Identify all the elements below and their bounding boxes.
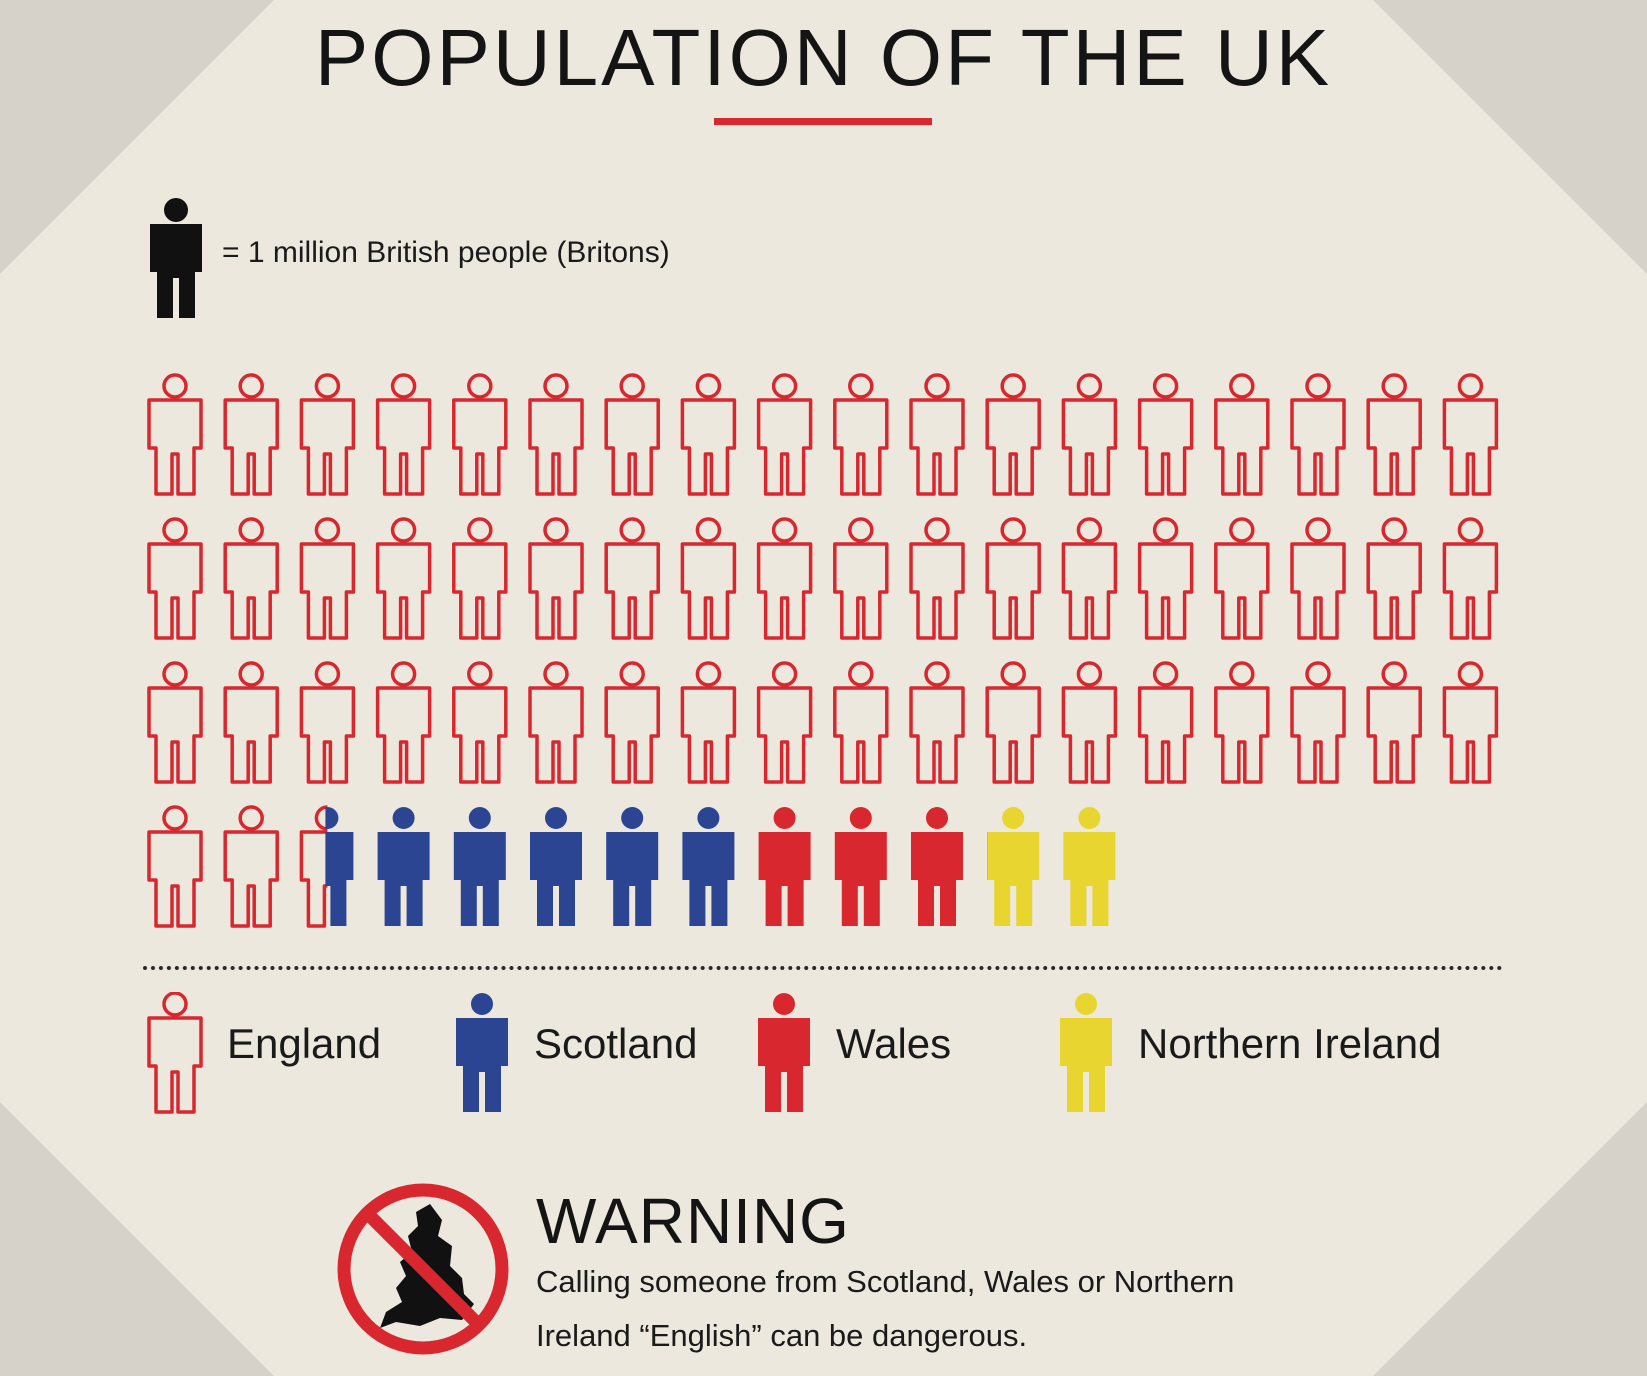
person-icon-england xyxy=(680,517,737,640)
person-icon-england xyxy=(1137,661,1194,784)
person-icon-england xyxy=(1442,661,1499,784)
person-icon-england xyxy=(680,661,737,784)
pictogram-chart xyxy=(147,373,1499,928)
person-icon-england xyxy=(223,373,279,496)
legend-icon-wales xyxy=(758,993,810,1112)
person-icon-northern-ireland xyxy=(987,807,1040,926)
person-icon-scotland xyxy=(606,807,659,926)
person-icon-wales xyxy=(834,807,887,926)
person-icon-scotland xyxy=(530,807,582,926)
person-icon-scotland xyxy=(377,807,430,926)
person-icon-england xyxy=(909,661,965,784)
person-icon-england xyxy=(909,373,965,496)
legend-icon-northern-ireland xyxy=(1060,993,1112,1112)
warning-text-line-2: Ireland “English” can be dangerous. xyxy=(536,1318,1028,1353)
person-icon-wales xyxy=(758,807,811,926)
person-icon-england xyxy=(147,373,203,496)
person-icon-england xyxy=(452,373,508,496)
person-icon-england xyxy=(1061,517,1118,640)
legend-icon-england xyxy=(147,992,203,1114)
warning-text-line-1: Calling someone from Scotland, Wales or … xyxy=(536,1264,1235,1299)
legend-label-northern-ireland: Northern Ireland xyxy=(1138,1020,1442,1067)
person-icon-england xyxy=(1214,661,1270,784)
person-icon-england xyxy=(299,661,356,784)
person-icon-england xyxy=(1061,661,1118,784)
person-icon-england xyxy=(833,373,889,496)
person-icon-england xyxy=(985,517,1041,640)
person-icon-england xyxy=(756,373,813,496)
person-icon-england xyxy=(452,661,508,784)
person-icon-england xyxy=(756,661,813,784)
legend-label-wales: Wales xyxy=(836,1020,952,1067)
person-icon-england xyxy=(1137,517,1194,640)
person-icon-scotland xyxy=(682,807,735,926)
person-icon-scotland xyxy=(453,807,506,926)
person-icon-scotland xyxy=(325,807,354,926)
scale-person-icon xyxy=(150,198,202,318)
person-icon-england xyxy=(1290,517,1346,640)
person-icon-england xyxy=(299,517,356,640)
person-icon-england xyxy=(1442,373,1499,496)
person-icon-england xyxy=(375,517,432,640)
title-underline xyxy=(714,118,932,125)
person-icon-england xyxy=(1366,373,1422,496)
person-icon-england xyxy=(147,661,203,784)
person-icon-england xyxy=(604,373,660,496)
person-icon-england xyxy=(756,517,813,640)
legend-label-england: England xyxy=(227,1020,382,1067)
legend-icon-scotland xyxy=(456,993,508,1112)
person-icon-england xyxy=(147,805,203,928)
person-icon-england xyxy=(147,517,203,640)
person-icon-england xyxy=(1290,661,1346,784)
no-england-sign-icon xyxy=(337,1183,509,1355)
person-icon-england xyxy=(299,805,328,928)
person-icon-england xyxy=(680,373,737,496)
person-icon-england xyxy=(985,661,1041,784)
person-icon-england xyxy=(528,517,584,640)
person-icon-england xyxy=(528,373,584,496)
person-icon-england xyxy=(1442,517,1499,640)
person-icon-england xyxy=(833,661,889,784)
legend-icons xyxy=(147,992,1112,1114)
person-icon-england xyxy=(375,661,432,784)
person-icon-england xyxy=(604,661,660,784)
person-icon-england xyxy=(1061,373,1118,496)
person-icon-england xyxy=(985,373,1041,496)
person-icon-england xyxy=(909,517,965,640)
page-title: POPULATION OF THE UK xyxy=(314,13,1333,102)
person-icon-england xyxy=(452,517,508,640)
person-icon-england xyxy=(1366,661,1422,784)
person-icon-wales xyxy=(911,807,963,926)
scale-legend-text: = 1 million British people (Britons) xyxy=(222,236,670,269)
person-icon-england xyxy=(604,517,660,640)
person-icon-england xyxy=(1366,517,1422,640)
person-icon-england xyxy=(299,373,356,496)
person-icon-england xyxy=(223,517,279,640)
person-icon-england xyxy=(833,517,889,640)
person-icon-england xyxy=(528,661,584,784)
warning-title: WARNING xyxy=(536,1185,850,1257)
person-icon-england xyxy=(375,373,432,496)
person-icon-england xyxy=(1290,373,1346,496)
person-icon-northern-ireland xyxy=(1063,807,1116,926)
person-icon-england xyxy=(1214,517,1270,640)
person-icon-england xyxy=(1214,373,1270,496)
legend-label-scotland: Scotland xyxy=(534,1020,698,1067)
dotted-separator xyxy=(143,966,1503,970)
person-icon-england xyxy=(223,661,279,784)
person-icon-england xyxy=(1137,373,1194,496)
person-icon-england xyxy=(223,805,279,928)
